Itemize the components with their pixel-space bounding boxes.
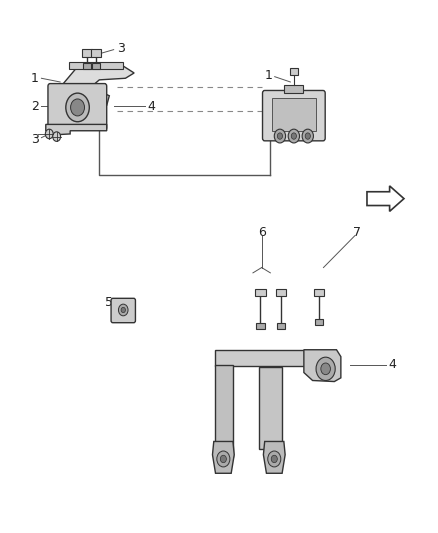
Bar bbox=[256, 322, 265, 329]
FancyBboxPatch shape bbox=[48, 84, 107, 130]
Text: FWD: FWD bbox=[369, 196, 388, 201]
Circle shape bbox=[66, 93, 89, 122]
Bar bbox=[82, 49, 92, 56]
Circle shape bbox=[53, 132, 60, 141]
Text: 1: 1 bbox=[265, 69, 272, 82]
Circle shape bbox=[302, 129, 314, 143]
Polygon shape bbox=[58, 66, 134, 109]
FancyBboxPatch shape bbox=[111, 298, 135, 322]
Circle shape bbox=[321, 363, 330, 375]
Circle shape bbox=[217, 451, 230, 467]
Polygon shape bbox=[212, 441, 234, 473]
Text: 1: 1 bbox=[31, 72, 39, 85]
Polygon shape bbox=[367, 186, 404, 212]
Bar bbox=[259, 367, 282, 449]
Bar bbox=[215, 350, 313, 366]
Circle shape bbox=[220, 455, 226, 463]
Bar bbox=[284, 85, 304, 93]
Circle shape bbox=[118, 304, 128, 316]
Bar bbox=[91, 49, 102, 56]
FancyBboxPatch shape bbox=[272, 98, 316, 131]
Circle shape bbox=[316, 357, 335, 381]
Text: 5: 5 bbox=[105, 296, 113, 309]
Circle shape bbox=[271, 455, 277, 463]
Text: 3: 3 bbox=[117, 42, 125, 54]
Text: 4: 4 bbox=[148, 100, 155, 113]
Bar bbox=[69, 62, 123, 69]
Bar bbox=[314, 288, 324, 296]
Bar bbox=[277, 322, 286, 329]
Bar bbox=[276, 288, 286, 296]
Text: 2: 2 bbox=[31, 100, 39, 113]
Text: 4: 4 bbox=[388, 358, 396, 371]
Polygon shape bbox=[263, 441, 285, 473]
Circle shape bbox=[305, 133, 311, 139]
Text: 3: 3 bbox=[31, 133, 39, 146]
Circle shape bbox=[268, 451, 281, 467]
Circle shape bbox=[274, 129, 286, 143]
Bar bbox=[290, 68, 298, 75]
Circle shape bbox=[121, 308, 125, 313]
Bar bbox=[92, 63, 100, 69]
Polygon shape bbox=[304, 350, 341, 382]
Circle shape bbox=[288, 129, 300, 143]
Circle shape bbox=[277, 133, 283, 139]
FancyBboxPatch shape bbox=[262, 91, 325, 141]
Text: 6: 6 bbox=[258, 225, 265, 239]
Text: 7: 7 bbox=[353, 225, 361, 239]
Bar bbox=[215, 365, 233, 457]
Polygon shape bbox=[46, 124, 107, 135]
Bar bbox=[255, 288, 265, 296]
Circle shape bbox=[291, 133, 297, 139]
Circle shape bbox=[46, 129, 53, 139]
Circle shape bbox=[71, 99, 85, 116]
Bar bbox=[315, 319, 323, 325]
Bar bbox=[83, 63, 91, 69]
